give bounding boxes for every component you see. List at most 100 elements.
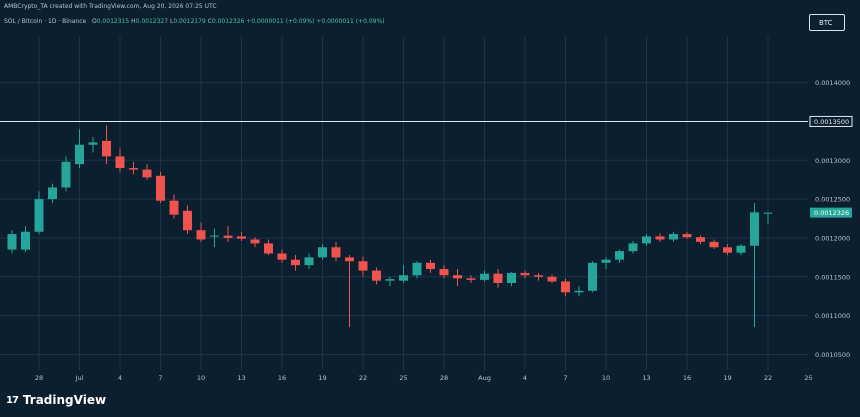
price-axis[interactable]: 0.0014000 0.0013000 0.0012500 0.0012000 0.00… xyxy=(808,0,860,417)
candle-bull xyxy=(669,234,678,240)
date-tick-label: Aug xyxy=(478,374,491,382)
candle-bull xyxy=(763,212,773,214)
price-tick-label: 0.0013000 xyxy=(815,157,850,165)
time-axis[interactable]: 28 Jul 4 7 10 13 16 19 22 25 28 Aug 4 7 10 13 16 19 22 25 xyxy=(35,374,813,382)
candle-bull xyxy=(210,235,219,237)
candle-bear xyxy=(358,261,368,271)
candle-bear xyxy=(439,269,449,276)
candle-bull xyxy=(601,259,611,263)
candle-bull xyxy=(88,142,98,145)
candle-bear xyxy=(277,253,287,260)
date-tick-label: 16 xyxy=(278,374,286,382)
symbol-ohlc-line: SOL / Bitcoin · 1D · Binance O0.0012315 … xyxy=(4,18,385,25)
candle-bear xyxy=(655,236,665,240)
candle-bull xyxy=(588,262,597,291)
ohlc-low-value: 0.0012179 xyxy=(173,18,206,25)
candle-bull xyxy=(736,245,746,253)
candle-bear xyxy=(183,210,192,231)
date-tick-label: 10 xyxy=(602,374,610,382)
ohlc-change-2: +0.0000011 (+0.09%) xyxy=(316,18,385,25)
candle-bear xyxy=(561,281,570,293)
candle-bear xyxy=(142,169,152,178)
date-tick-label: 22 xyxy=(764,374,772,382)
date-tick-label: 28 xyxy=(440,374,448,382)
price-tick-label: 0.0012000 xyxy=(815,234,850,242)
price-tick-label: 0.0012500 xyxy=(815,196,850,204)
candle-bear xyxy=(709,241,719,248)
created-by-text: AMBCrypto_TA created with TradingView.co… xyxy=(4,3,217,10)
candle-bull xyxy=(48,187,57,200)
ohlc-close-value: 0.0012326 xyxy=(211,18,245,25)
date-tick-label: 22 xyxy=(359,374,367,382)
currency-button[interactable]: BTC xyxy=(809,14,845,31)
candle-bear xyxy=(156,175,165,201)
candle-bear xyxy=(466,278,476,280)
candle-bull xyxy=(412,262,422,276)
ohlc-high-value: 0.0012327 xyxy=(135,18,169,25)
price-tick-label: 0.0011500 xyxy=(815,273,850,281)
ohlc-open-label: O xyxy=(91,18,97,25)
tradingview-logo-icon: 17 xyxy=(6,394,19,406)
candle-bear xyxy=(723,247,732,253)
date-tick-label: 13 xyxy=(642,374,650,382)
date-tick-label: 19 xyxy=(723,374,731,382)
date-tick-label: 10 xyxy=(197,374,205,382)
candle-bull xyxy=(507,272,516,284)
last-price-tag xyxy=(810,207,852,218)
candle-bull xyxy=(7,234,17,250)
date-tick-label: 7 xyxy=(158,374,162,382)
date-tick-label: 25 xyxy=(804,374,812,382)
candle-bull xyxy=(642,236,651,244)
candle-bull xyxy=(318,247,327,258)
tradingview-brand[interactable]: 17 TradingView xyxy=(6,393,106,407)
candle-bear xyxy=(345,257,354,262)
date-tick-label: 25 xyxy=(399,374,407,382)
date-tick-label: 19 xyxy=(318,374,326,382)
candle-bear xyxy=(291,259,300,266)
date-tick-label: 13 xyxy=(237,374,245,382)
candle-bear xyxy=(453,275,462,279)
tradingview-wordmark: TradingView xyxy=(22,393,107,407)
date-tick-label: 7 xyxy=(563,374,567,382)
date-tick-label: 28 xyxy=(35,374,43,382)
candle-bear xyxy=(696,237,705,242)
candle-bear xyxy=(250,239,260,244)
candle-bear xyxy=(682,234,692,238)
candle-bull xyxy=(304,257,314,266)
ohlc-open-value: 0.0012315 xyxy=(96,18,130,25)
candle-bear xyxy=(534,275,543,277)
candle-bear xyxy=(264,243,273,254)
candle-bear xyxy=(331,247,341,258)
date-tick-label: 16 xyxy=(683,374,691,382)
candle-bull xyxy=(480,273,489,280)
date-tick-label: Jul xyxy=(75,374,84,382)
symbol-title[interactable]: SOL / Bitcoin · 1D · Binance xyxy=(4,18,87,25)
candle-bear xyxy=(196,230,206,240)
level-price-tag xyxy=(809,115,853,127)
candle-bull xyxy=(574,290,584,293)
price-tick-label: 0.0014000 xyxy=(815,79,850,87)
candle-bear xyxy=(223,235,233,238)
candle-bull xyxy=(75,144,84,165)
candle-bull xyxy=(615,251,624,260)
candle-bodies xyxy=(7,140,773,293)
candle-bear xyxy=(426,262,435,270)
candle-bull xyxy=(61,161,71,188)
candle-bear xyxy=(102,140,111,157)
candle-bull xyxy=(750,212,759,246)
price-tick-label: 0.0011000 xyxy=(815,312,850,320)
ohlc-change: +0.0000011 (+0.09%) xyxy=(246,18,315,25)
ohlc-high-label: H xyxy=(131,18,136,25)
candle-bear xyxy=(372,270,381,281)
date-tick-label: 4 xyxy=(118,374,122,382)
candle-bull xyxy=(385,279,395,281)
date-tick-label: 4 xyxy=(523,374,527,382)
candle-bear xyxy=(115,156,125,169)
level-price-label: 0.0013500 xyxy=(814,118,849,126)
candle-bull xyxy=(21,231,30,250)
ohlc-close-label: C xyxy=(207,18,212,25)
candle-bull xyxy=(399,275,408,281)
